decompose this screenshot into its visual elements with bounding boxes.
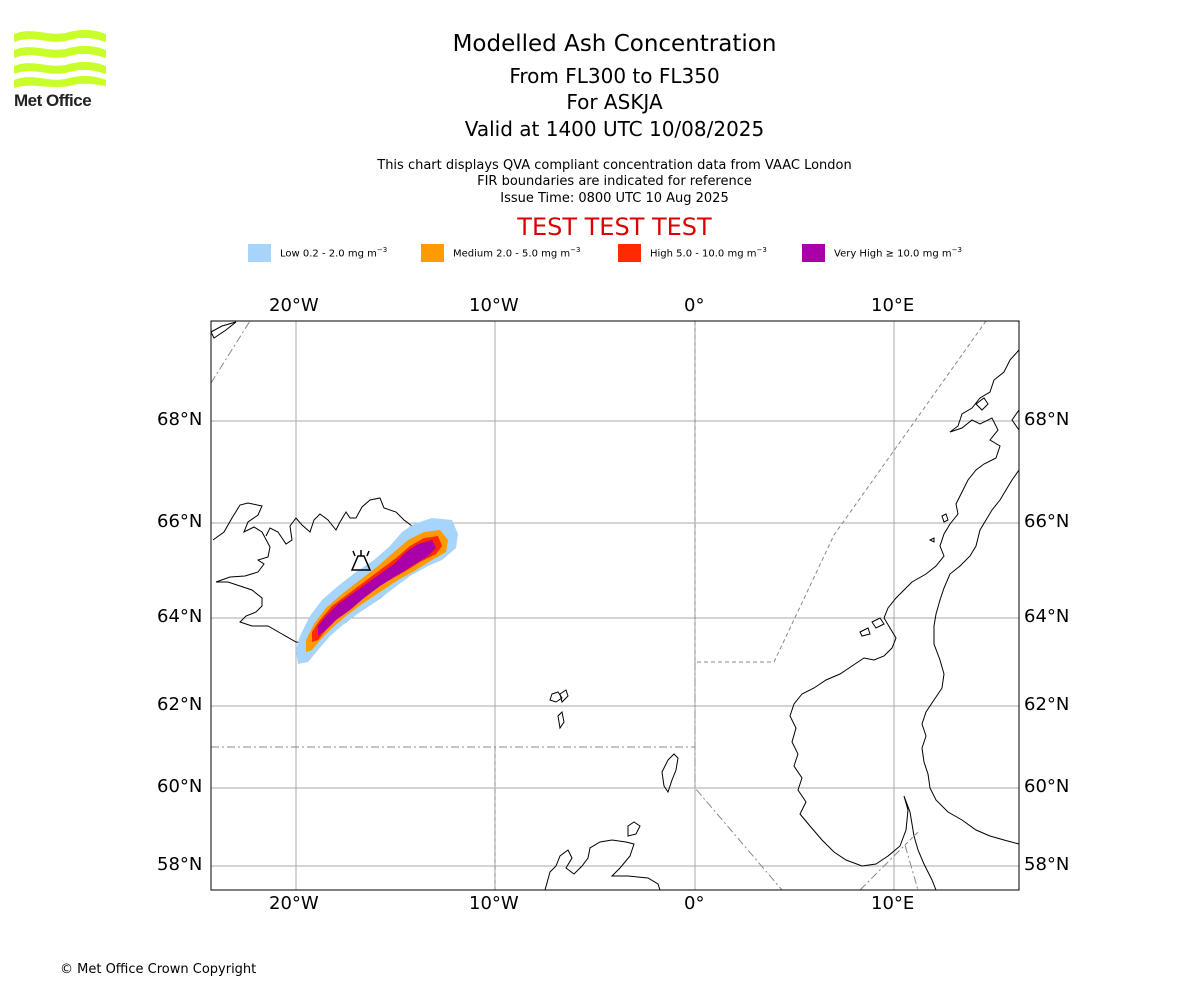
fir-boundary-nw: [211, 321, 251, 384]
valid-time: Valid at 1400 UTC 10/08/2025: [464, 117, 765, 141]
coastline-norway-island-1: [975, 397, 989, 411]
chart-description: This chart displays QVA compliant concen…: [377, 158, 852, 173]
volcano-name: For ASKJA: [566, 90, 663, 114]
lon-label-bottom-0: 0°: [684, 893, 705, 914]
legend-swatch-high: [618, 244, 641, 262]
coastline-norway-island-3: [928, 537, 935, 543]
lat-label-left-58n: 58°N: [157, 854, 203, 875]
legend-label-medium: Medium 2.0 - 5.0 mg m−3: [453, 246, 581, 260]
lon-label-top-20w: 20°W: [269, 295, 319, 316]
coastline-norway: [789, 349, 1019, 890]
lat-label-right-66n: 66°N: [1024, 511, 1070, 532]
fir-note: FIR boundaries are indicated for referen…: [477, 174, 752, 189]
legend-swatch-medium: [421, 244, 444, 262]
lat-label-right-62n: 62°N: [1024, 694, 1070, 715]
legend-item-medium: Medium 2.0 - 5.0 mg m−3: [421, 244, 580, 262]
fir-boundary-north-sea: [694, 662, 783, 890]
legend-item-very-high: Very High ≥ 10.0 mg m−3: [802, 244, 962, 262]
lat-label-left-62n: 62°N: [157, 694, 203, 715]
coastlines: [211, 321, 1019, 890]
lat-label-left-66n: 66°N: [157, 511, 203, 532]
legend-swatch-very-high: [802, 244, 825, 262]
copyright-notice: © Met Office Crown Copyright: [60, 962, 257, 977]
lon-label-top-10e: 10°E: [871, 295, 915, 316]
legend-label-very-high: Very High ≥ 10.0 mg m−3: [834, 246, 962, 260]
coastline-faroe-1: [549, 691, 563, 703]
fir-boundary-norway: [694, 321, 987, 663]
lon-label-bottom-10e: 10°E: [871, 893, 915, 914]
legend-label-high: High 5.0 - 10.0 mg m−3: [650, 246, 767, 260]
fir-boundaries: [211, 321, 987, 890]
lat-label-left-64n: 64°N: [157, 606, 203, 627]
coastline-norway-island-4: [859, 627, 871, 637]
coastline-faroe-3: [557, 710, 565, 730]
lat-label-left-68n: 68°N: [157, 409, 203, 430]
legend-item-high: High 5.0 - 10.0 mg m−3: [618, 244, 767, 262]
flight-level-range: From FL300 to FL350: [509, 64, 720, 88]
lon-label-top-0: 0°: [684, 295, 705, 316]
chart-title: Modelled Ash Concentration: [452, 31, 777, 57]
met-office-logo-text: Met Office: [14, 91, 92, 110]
legend-swatch-low: [248, 244, 271, 262]
legend-item-low: Low 0.2 - 2.0 mg m−3: [248, 244, 387, 262]
coastline-shetland: [661, 753, 679, 794]
legend-label-low: Low 0.2 - 2.0 mg m−3: [280, 246, 388, 260]
coastline-scotland: [544, 839, 661, 890]
fir-boundary-sweden: [904, 829, 921, 846]
issue-time: Issue Time: 0800 UTC 10 Aug 2025: [500, 191, 729, 206]
coastline-greenland: [211, 321, 237, 339]
lat-label-right-68n: 68°N: [1024, 409, 1070, 430]
coastline-orkney: [627, 821, 641, 837]
fir-boundary-south: [859, 844, 919, 890]
met-office-logo: Met Office: [14, 28, 108, 112]
met-office-logo-waves: [14, 29, 106, 88]
test-banner: TEST TEST TEST: [517, 213, 712, 241]
lat-label-right-58n: 58°N: [1024, 854, 1070, 875]
lat-label-right-60n: 60°N: [1024, 776, 1070, 797]
lon-label-bottom-10w: 10°W: [469, 893, 519, 914]
ash-plume: [296, 518, 458, 664]
coastline-norway-island-5: [871, 617, 885, 629]
coastline-faroe-2: [559, 689, 569, 703]
ash-region-very-high: [318, 540, 436, 636]
graticule: [211, 321, 1019, 890]
volcano-icon: [350, 550, 372, 571]
lat-label-right-64n: 64°N: [1024, 606, 1070, 627]
lon-label-top-10w: 10°W: [469, 295, 519, 316]
lon-label-bottom-20w: 20°W: [269, 893, 319, 914]
concentration-legend: Low 0.2 - 2.0 mg m−3 Medium 2.0 - 5.0 mg…: [0, 244, 1200, 264]
coastline-norway-island-2: [941, 513, 949, 523]
lat-label-left-60n: 60°N: [157, 776, 203, 797]
map-frame: [210, 320, 1020, 891]
